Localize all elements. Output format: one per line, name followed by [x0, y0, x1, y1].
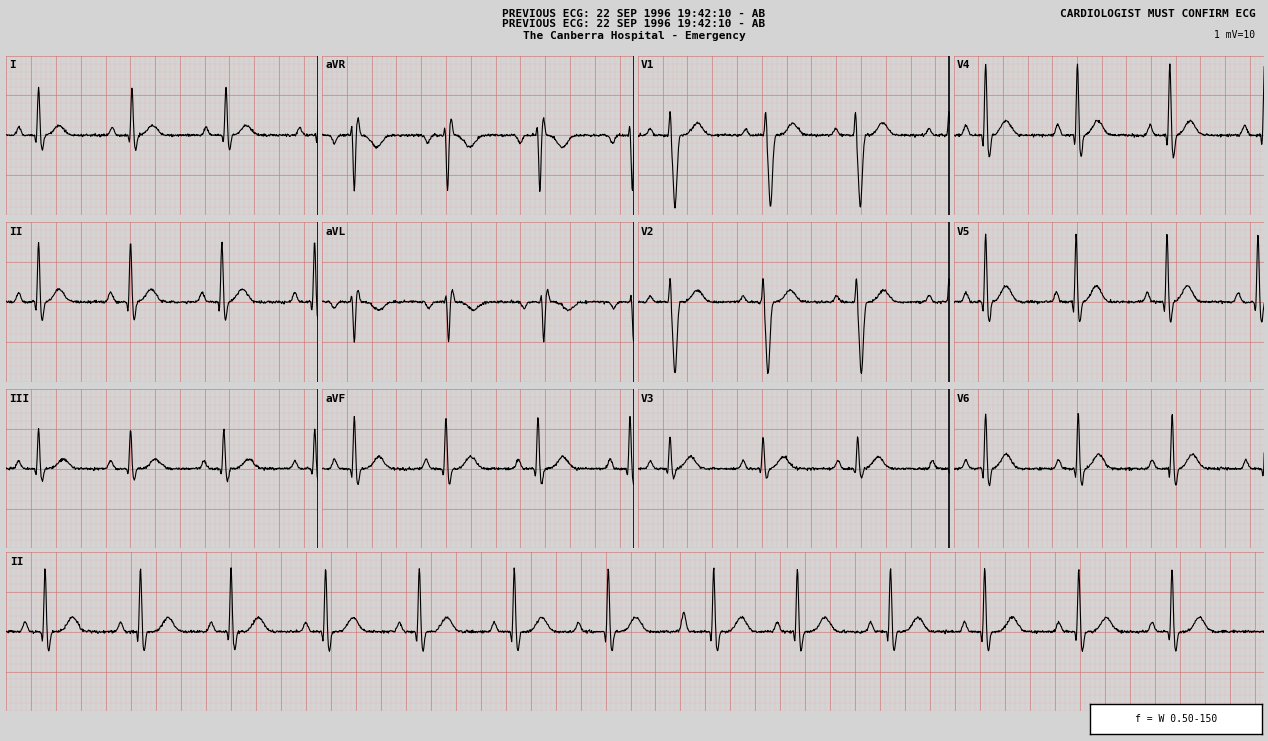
- Text: aVL: aVL: [325, 227, 345, 237]
- Text: f = W 0.50-150: f = W 0.50-150: [1135, 714, 1217, 724]
- Text: V2: V2: [640, 227, 654, 237]
- Text: II: II: [10, 556, 24, 567]
- Text: PREVIOUS ECG: 22 SEP 1996 19:42:10 - AB: PREVIOUS ECG: 22 SEP 1996 19:42:10 - AB: [502, 19, 766, 28]
- Text: V5: V5: [956, 227, 970, 237]
- Text: I: I: [9, 60, 16, 70]
- Text: PREVIOUS ECG: 22 SEP 1996 19:42:10 - AB: PREVIOUS ECG: 22 SEP 1996 19:42:10 - AB: [502, 9, 766, 19]
- Text: CARDIOLOGIST MUST CONFIRM ECG: CARDIOLOGIST MUST CONFIRM ECG: [1060, 9, 1255, 19]
- Text: 1 mV=10: 1 mV=10: [1215, 30, 1255, 40]
- Text: V3: V3: [640, 393, 654, 404]
- Text: V1: V1: [640, 60, 654, 70]
- Text: The Canberra Hospital - Emergency: The Canberra Hospital - Emergency: [522, 31, 746, 41]
- Text: aVF: aVF: [325, 393, 345, 404]
- Text: V6: V6: [956, 393, 970, 404]
- Text: III: III: [9, 393, 29, 404]
- Text: V4: V4: [956, 60, 970, 70]
- Text: II: II: [9, 227, 23, 237]
- Text: aVR: aVR: [325, 60, 345, 70]
